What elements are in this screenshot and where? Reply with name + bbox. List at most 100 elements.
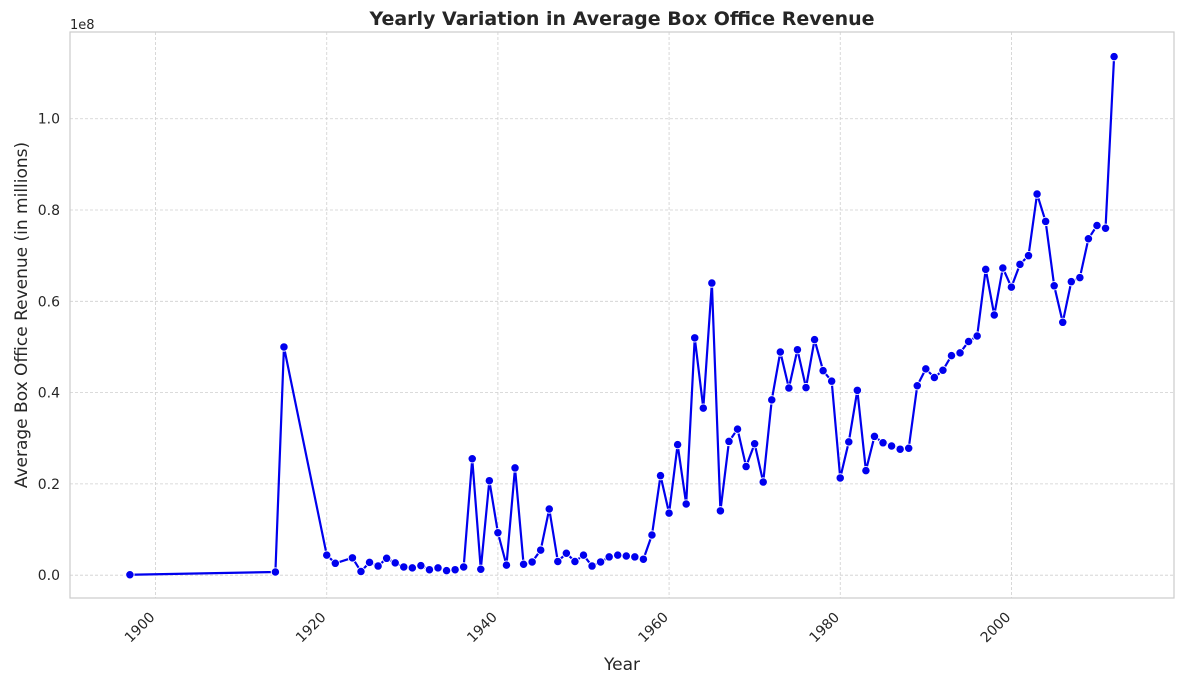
data-point [818,366,828,376]
x-axis-title: Year [603,655,640,675]
data-point [390,558,400,568]
data-point [681,499,691,509]
data-point [938,365,948,375]
data-point [1083,234,1094,244]
y-axis-title: Average Box Office Revenue (in millions) [12,142,32,488]
data-point [809,334,820,345]
y-tick-label: 0.4 [38,386,60,402]
data-point [621,551,631,561]
data-point [895,444,905,454]
data-point [347,553,358,563]
data-point [441,565,452,576]
x-tick-label: 1960 [635,610,672,647]
data-point [929,372,940,383]
data-point [356,566,366,577]
data-point [861,465,871,476]
data-point [844,437,854,447]
data-point [561,548,572,558]
x-tick-label: 1900 [122,610,159,647]
data-point [1015,259,1025,269]
data-point [698,403,708,413]
data-point [827,376,837,386]
y-offset-label: 1e8 [70,18,95,33]
data-point [638,554,649,564]
data-point [869,431,880,442]
series-line [129,56,1116,576]
data-point [946,350,957,361]
data-point [433,563,443,573]
data-point [1049,281,1059,291]
data-point [1006,282,1017,292]
data-point [981,264,991,275]
data-point [604,552,614,562]
data-point [784,383,794,393]
data-point [664,508,674,518]
data-point [330,558,340,568]
data-point [750,439,760,449]
y-tick-label: 0.8 [38,203,60,219]
data-point [758,477,768,487]
data-point [544,504,554,514]
data-point [1023,251,1034,261]
data-point [322,550,332,560]
data-point [416,560,426,571]
data-point [587,561,597,571]
data-point [1066,277,1076,287]
data-point [476,564,486,574]
y-tick-label: 1.0 [38,112,60,128]
data-point [518,559,529,569]
data-point [767,395,777,405]
data-point [595,557,606,567]
data-point [963,336,974,347]
plot-area-frame [69,31,1175,599]
data-point [998,263,1008,273]
data-point [690,333,700,343]
data-point [501,560,512,570]
y-tick-label: 0.6 [38,294,60,310]
data-point [279,342,289,352]
data-point [553,556,563,567]
x-tick-label: 2000 [978,610,1015,647]
data-point [912,381,922,391]
data-point [493,528,503,538]
data-point [886,441,897,451]
y-axis-ticks: 0.0 0.2 0.4 0.6 0.8 1.0 [38,112,60,584]
data-point [955,348,965,358]
data-point [732,424,743,434]
data-point [972,331,982,341]
data-point [510,463,520,473]
data-point [801,382,811,393]
data-point [484,476,494,486]
data-point [407,563,417,573]
data-point [904,443,914,453]
data-point [1032,189,1042,199]
data-series [125,51,1119,580]
data-point [724,436,734,447]
x-tick-label: 1920 [293,610,330,647]
data-point [613,550,623,560]
data-point [647,530,657,540]
data-point [1040,216,1051,227]
data-point [835,473,845,483]
data-point [741,461,751,472]
x-tick-label: 1940 [464,610,501,647]
data-point [527,557,537,567]
data-point [570,556,580,567]
data-point [715,506,726,516]
data-point [424,565,435,575]
data-point [536,545,546,555]
data-point [270,567,281,577]
data-point [373,561,383,571]
data-point [921,364,931,374]
y-tick-label: 0.2 [38,477,60,493]
data-point [707,278,717,288]
data-point [878,438,888,448]
data-point [578,550,589,560]
data-point [989,310,999,320]
data-point [125,570,135,580]
data-point [775,347,785,357]
data-point [450,565,460,575]
data-point [655,471,666,481]
chart-title: Yearly Variation in Average Box Office R… [368,8,874,30]
